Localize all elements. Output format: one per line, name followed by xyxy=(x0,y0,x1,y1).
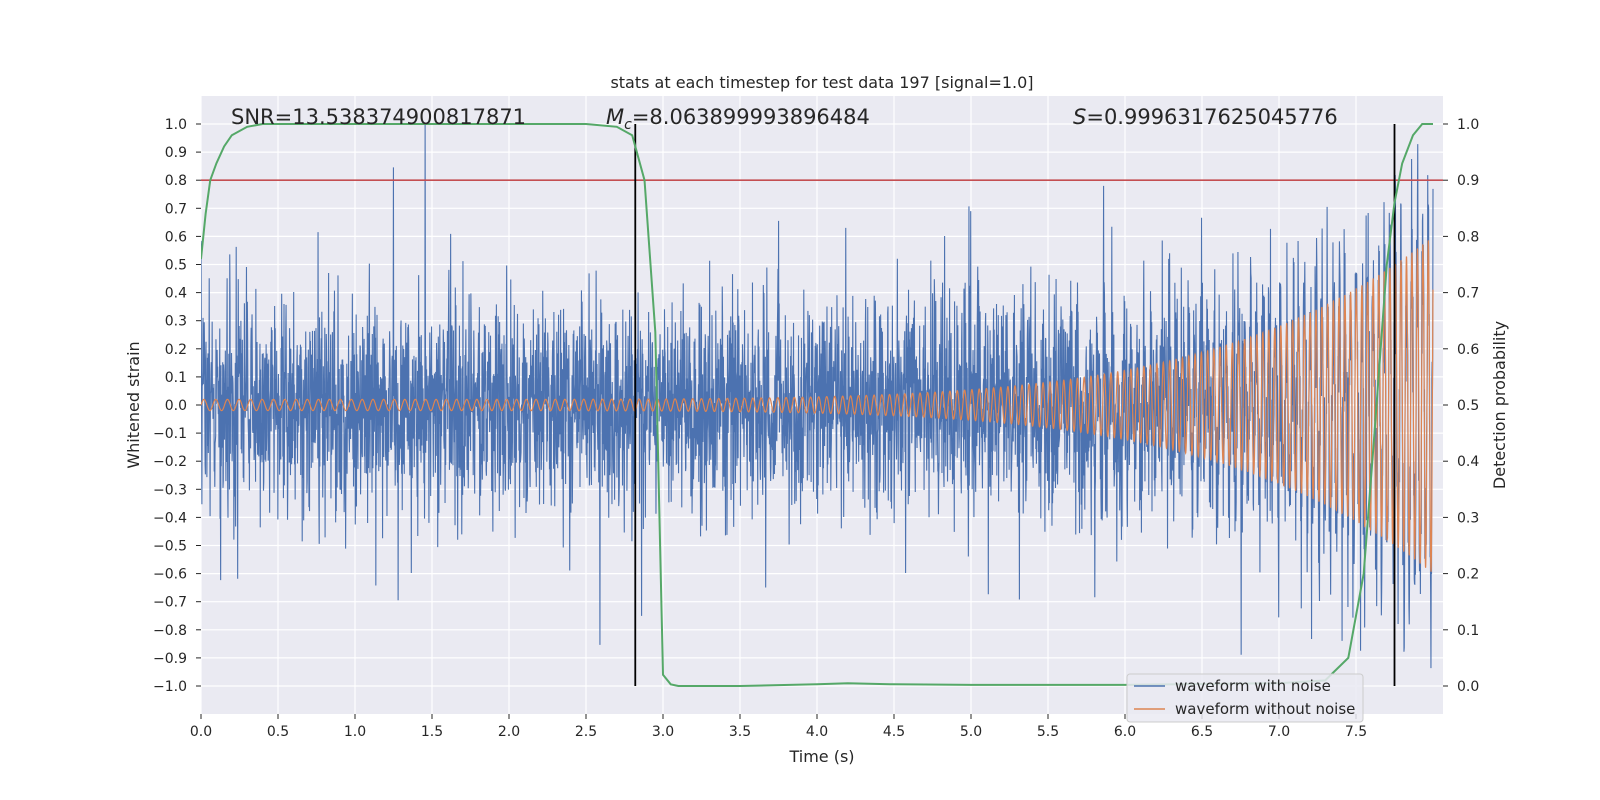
y-tick-label: −0.7 xyxy=(153,595,187,611)
y-tick-label: 1.0 xyxy=(165,117,187,133)
y2-tick-label: 0.2 xyxy=(1457,567,1479,583)
y-tick-label: 0.2 xyxy=(165,342,187,358)
legend: waveform with noise waveform without noi… xyxy=(1126,673,1364,723)
chirp-line xyxy=(201,240,1434,572)
x-tick-label: 6.0 xyxy=(1114,724,1136,740)
y-axis-label: Whitened strain xyxy=(124,341,143,468)
series-detection-probability xyxy=(201,123,1433,687)
y2-axis-ticks: 0.0 0.1 0.2 0.3 0.4 0.5 0.6 0.7 0.8 0.9 1.0 xyxy=(1443,117,1479,695)
y2-tick-label: 0.3 xyxy=(1457,510,1479,526)
annotation-mc: Mc=8.063899993896484 xyxy=(606,105,870,133)
x-tick-label: 1.5 xyxy=(421,724,443,740)
y-tick-label: −0.2 xyxy=(153,454,187,470)
annotation-mc-value: =8.063899993896484 xyxy=(632,105,870,129)
annotation-s: S=0.9996317625045776 xyxy=(1073,105,1338,129)
y-tick-label: 0.4 xyxy=(165,286,187,302)
legend-label-waveform-without-noise: waveform without noise xyxy=(1175,700,1355,718)
x-tick-label: 4.0 xyxy=(806,724,828,740)
legend-label-waveform-with-noise: waveform with noise xyxy=(1175,677,1331,695)
x-axis-ticks: 0.0 0.5 1.0 1.5 2.0 2.5 3.0 3.5 4.0 4.5 5.0 5.5 6.0 6… xyxy=(190,714,1367,740)
y2-tick-label: 0.7 xyxy=(1457,286,1479,302)
annotation-mc-symbol: M xyxy=(606,105,624,129)
annotation-mc-sub: c xyxy=(624,117,632,133)
x-tick-label: 3.5 xyxy=(729,724,751,740)
x-tick-label: 2.0 xyxy=(498,724,520,740)
y-tick-label: −1.0 xyxy=(153,679,187,695)
legend-box xyxy=(1126,673,1364,723)
y-tick-label: −0.6 xyxy=(153,567,187,583)
y-tick-label: −0.5 xyxy=(153,539,187,555)
x-tick-label: 6.5 xyxy=(1191,724,1213,740)
y-tick-label: −0.3 xyxy=(153,482,187,498)
x-tick-label: 0.0 xyxy=(190,724,212,740)
y2-tick-label: 0.6 xyxy=(1457,342,1479,358)
y-tick-label: −0.9 xyxy=(153,651,187,667)
y2-tick-label: 1.0 xyxy=(1457,117,1479,133)
y-tick-label: −0.8 xyxy=(153,623,187,639)
x-tick-label: 4.5 xyxy=(883,724,905,740)
y2-tick-label: 0.9 xyxy=(1457,173,1479,189)
y2-tick-label: 0.1 xyxy=(1457,623,1479,639)
y2-tick-label: 0.4 xyxy=(1457,454,1479,470)
vertical-markers xyxy=(634,124,1396,686)
x-tick-label: 2.5 xyxy=(575,724,597,740)
x-tick-label: 7.0 xyxy=(1268,724,1290,740)
x-tick-label: 5.5 xyxy=(1037,724,1059,740)
x-tick-label: 1.0 xyxy=(344,724,366,740)
plot-area xyxy=(201,123,1443,687)
annotation-s-value: =0.9996317625045776 xyxy=(1086,105,1337,129)
annotation-s-symbol: S xyxy=(1073,105,1086,129)
x-tick-label: 3.0 xyxy=(652,724,674,740)
y-tick-label: 0.3 xyxy=(165,314,187,330)
y-tick-label: 0.5 xyxy=(165,258,187,274)
y-tick-label: 0.9 xyxy=(165,145,187,161)
y2-tick-label: 0.8 xyxy=(1457,229,1479,245)
y-tick-label: 0.7 xyxy=(165,201,187,217)
y-tick-label: 0.6 xyxy=(165,229,187,245)
x-tick-label: 0.5 xyxy=(267,724,289,740)
y-tick-label: −0.1 xyxy=(153,426,187,442)
y-tick-label: 0.8 xyxy=(165,173,187,189)
y-axis-ticks: −1.0 −0.9 −0.8 −0.7 −0.6 −0.5 −0.4 −0.3 −0.2 −0.1… xyxy=(153,117,201,695)
y2-axis-label: Detection probability xyxy=(1490,321,1509,489)
chart-title: stats at each timestep for test data 197… xyxy=(610,73,1033,92)
x-axis-label: Time (s) xyxy=(788,747,854,766)
x-tick-label: 7.5 xyxy=(1345,724,1367,740)
y-tick-label: 0.0 xyxy=(165,398,187,414)
series-waveform-without-noise xyxy=(201,240,1434,572)
y2-tick-label: 0.5 xyxy=(1457,398,1479,414)
y-tick-label: −0.4 xyxy=(153,510,187,526)
y-tick-label: 0.1 xyxy=(165,370,187,386)
annotation-snr: SNR=13.538374900817871 xyxy=(231,105,526,129)
x-tick-label: 5.0 xyxy=(960,724,982,740)
y2-tick-label: 0.0 xyxy=(1457,679,1479,695)
probability-line xyxy=(201,123,1433,687)
